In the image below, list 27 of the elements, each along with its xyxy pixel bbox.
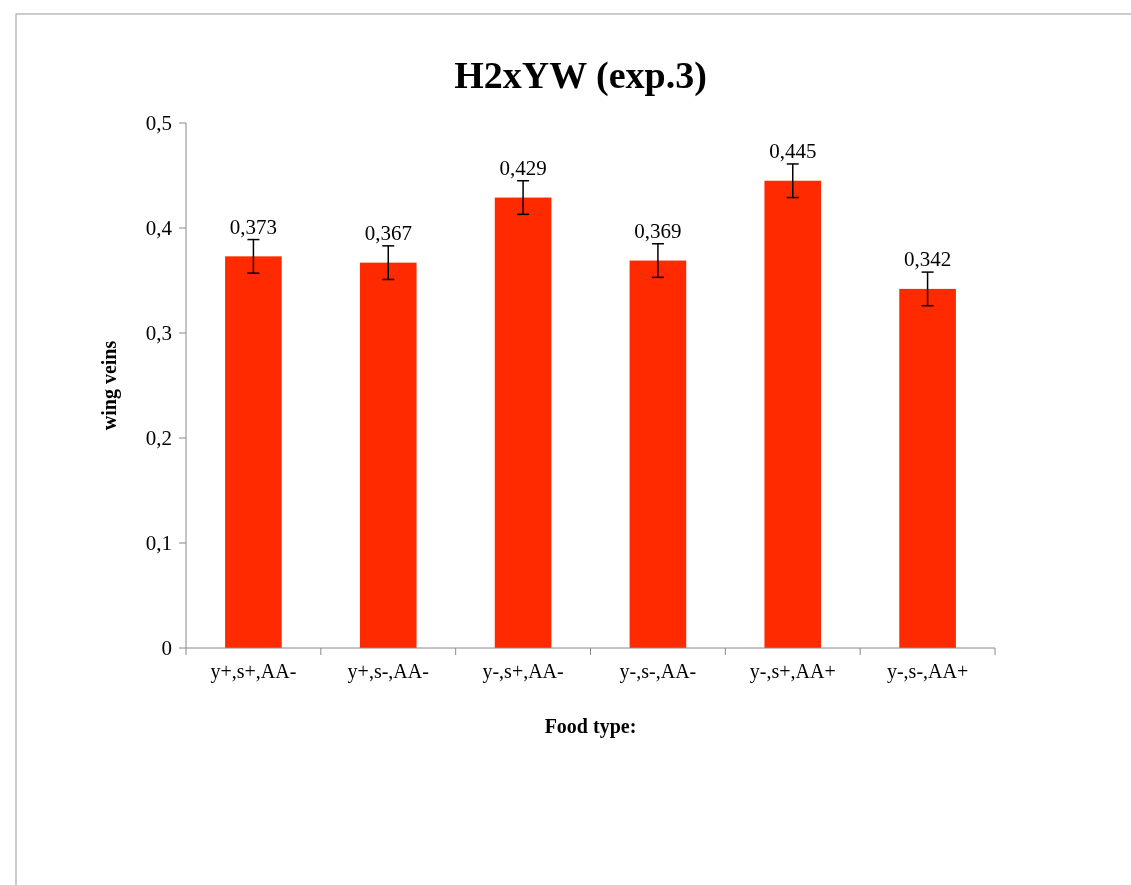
- data-label: 0,429: [499, 155, 547, 180]
- y-tick-label: 0,1: [145, 531, 172, 556]
- y-axis-title: wing veins: [98, 340, 121, 431]
- data-label: 0,373: [229, 214, 278, 239]
- x-tick-label: y-,s-,AA-: [619, 660, 697, 683]
- data-label: 0,369: [634, 218, 682, 243]
- x-tick-label: y-,s-,AA+: [886, 660, 969, 683]
- data-label: 0,445: [769, 138, 817, 163]
- x-tick-label: y+,s+,AA-: [210, 660, 297, 683]
- x-tick-label: y-,s+,AA+: [749, 660, 836, 683]
- x-tick-label: y-,s+,AA-: [482, 660, 564, 683]
- bar: [494, 197, 552, 648]
- bar: [359, 262, 417, 648]
- y-tick-label: 0,4: [145, 216, 173, 241]
- bar: [899, 288, 956, 648]
- y-tick-label: 0,2: [145, 426, 172, 451]
- data-label: 0,367: [364, 220, 412, 245]
- bar: [629, 260, 687, 648]
- chart-title: H2xYW (exp.3): [454, 54, 707, 97]
- bar: [764, 180, 822, 648]
- y-tick-label: 0,3: [145, 321, 172, 346]
- x-axis-title: Food type:: [544, 715, 637, 738]
- bar: [225, 256, 282, 648]
- x-tick-label: y+,s-,AA-: [347, 660, 429, 683]
- y-tick-label: 0,5: [145, 111, 172, 136]
- y-tick-label: 0: [161, 636, 172, 661]
- data-label: 0,342: [903, 247, 952, 272]
